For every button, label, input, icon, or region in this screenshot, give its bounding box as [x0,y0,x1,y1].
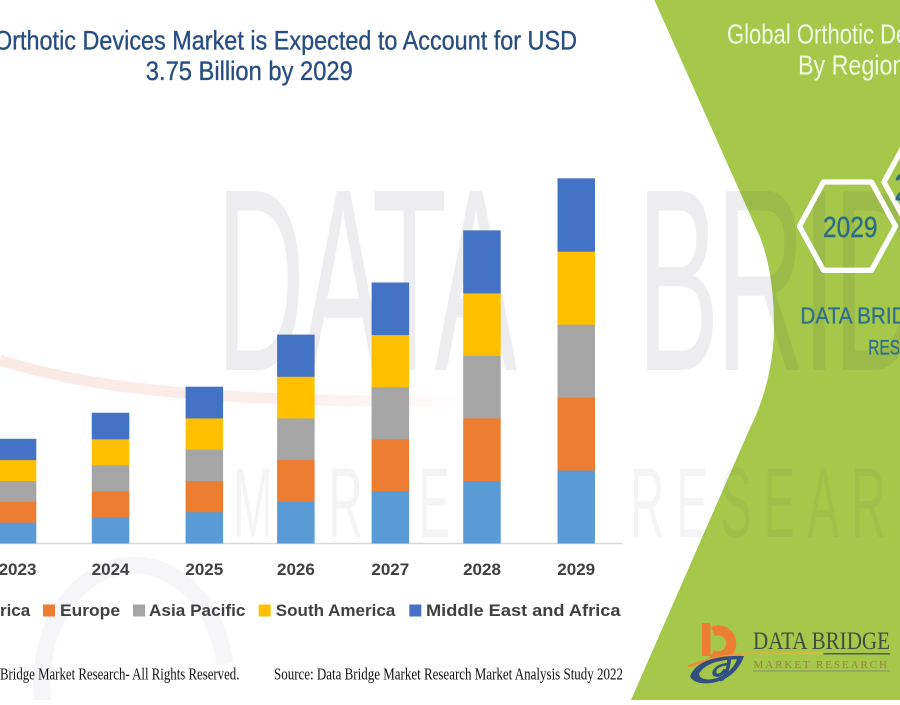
svg-text:2026: 2026 [277,560,315,579]
svg-text:Middle East and Africa: Middle East and Africa [426,601,621,620]
svg-text:RESEARCH: RESEARCH [630,449,900,559]
svg-text:2028: 2028 [463,560,501,579]
svg-text:2023: 2023 [0,560,36,579]
svg-text:2027: 2027 [371,560,409,579]
svg-text:2029: 2029 [823,212,878,244]
svg-text:MARKET RESEARCH: MARKET RESEARCH [754,659,891,671]
svg-text:RESEARCH: RESEARCH [868,337,900,360]
svg-text:2029: 2029 [557,560,595,579]
svg-text:South America: South America [276,601,396,620]
svg-text:2024: 2024 [92,560,130,579]
svg-text:Orthotic Devices Market is Exp: Orthotic Devices Market is Expected to A… [0,26,577,56]
svg-text:North America: North America [0,601,31,620]
svg-text:3.75 Billion by 2029: 3.75 Billion by 2029 [146,56,353,86]
svg-text:Asia Pacific: Asia Pacific [149,601,246,620]
svg-text:Europe: Europe [60,601,120,620]
svg-text:20: 20 [894,167,900,210]
svg-text:MARKET: MARKET [233,449,503,559]
svg-text:DATA BRIDGE MARKET: DATA BRIDGE MARKET [800,303,900,329]
svg-text:Source: Data Bridge Market Res: Source: Data Bridge Market Research Mark… [274,664,623,683]
svg-text:Global Orthotic Devices Market: Global Orthotic Devices Market [727,19,900,50]
svg-text:By Region Insights: By Region Insights [798,50,900,81]
svg-text:DATA BRIDGE: DATA BRIDGE [753,626,890,655]
svg-text:© 2022 Data Bridge Market Rese: © 2022 Data Bridge Market Research- All … [0,664,239,683]
svg-text:2025: 2025 [185,560,223,579]
